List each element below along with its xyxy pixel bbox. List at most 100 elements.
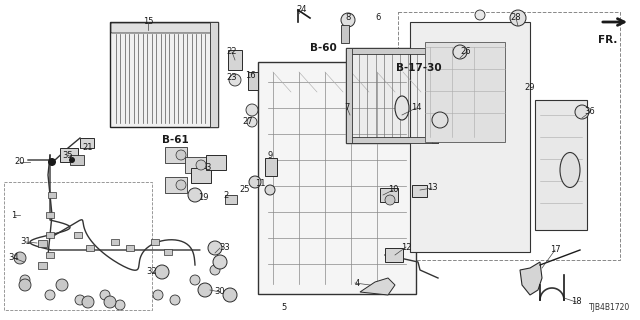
Text: 32: 32 [147, 268, 157, 276]
Circle shape [510, 10, 526, 26]
Circle shape [223, 288, 237, 302]
Bar [258, 62, 416, 294]
Circle shape [82, 296, 94, 308]
Circle shape [188, 188, 202, 202]
Bar [346, 48, 352, 143]
Bar [86, 245, 94, 251]
Text: 22: 22 [227, 47, 237, 57]
Text: 5: 5 [282, 303, 287, 313]
Text: 17: 17 [550, 245, 560, 254]
Bar [425, 42, 505, 142]
Circle shape [208, 241, 222, 255]
Bar [535, 100, 587, 230]
Text: 1: 1 [12, 211, 17, 220]
Circle shape [14, 252, 26, 264]
Bar [346, 48, 438, 143]
Text: 35: 35 [63, 150, 74, 159]
Text: 7: 7 [344, 103, 349, 113]
Bar [185, 157, 207, 173]
Bar [341, 25, 349, 43]
Circle shape [48, 158, 56, 166]
Circle shape [69, 157, 75, 163]
Text: FR.: FR. [598, 35, 618, 45]
Circle shape [196, 160, 206, 170]
Circle shape [432, 112, 448, 128]
Bar [206, 155, 226, 170]
Text: 28: 28 [511, 13, 522, 22]
Bar [225, 195, 237, 204]
Bar [346, 48, 438, 54]
Bar [432, 48, 438, 143]
Text: 23: 23 [227, 74, 237, 83]
Circle shape [246, 104, 258, 116]
Text: 24: 24 [297, 5, 307, 14]
Circle shape [475, 10, 485, 20]
Bar [46, 252, 54, 258]
Text: TJB4B1720: TJB4B1720 [589, 303, 630, 312]
Text: B-60: B-60 [310, 43, 337, 53]
Text: 33: 33 [220, 244, 230, 252]
Text: 13: 13 [427, 183, 437, 193]
Circle shape [190, 275, 200, 285]
Text: 19: 19 [198, 194, 208, 203]
Text: 30: 30 [214, 287, 225, 297]
Text: 25: 25 [240, 186, 250, 195]
Text: 21: 21 [83, 143, 93, 153]
Ellipse shape [560, 153, 580, 188]
Circle shape [153, 290, 163, 300]
Circle shape [45, 290, 55, 300]
Bar [191, 168, 211, 183]
Text: 11: 11 [255, 179, 265, 188]
Text: 4: 4 [355, 278, 360, 287]
Bar [4, 182, 152, 310]
FancyBboxPatch shape [111, 23, 217, 33]
Circle shape [213, 255, 227, 269]
Bar [228, 50, 242, 70]
Bar [46, 232, 54, 238]
Circle shape [20, 275, 30, 285]
Text: 8: 8 [346, 13, 351, 22]
Bar [380, 188, 398, 202]
Bar [164, 249, 172, 255]
Circle shape [249, 176, 261, 188]
Bar [412, 185, 427, 197]
Circle shape [104, 296, 116, 308]
Text: 12: 12 [401, 243, 412, 252]
Text: 6: 6 [375, 13, 381, 22]
Circle shape [115, 300, 125, 310]
Bar [265, 158, 277, 176]
Bar [38, 262, 47, 269]
Bar [80, 138, 94, 148]
Bar [165, 147, 187, 163]
Circle shape [247, 117, 257, 127]
Ellipse shape [395, 96, 409, 120]
Bar [70, 155, 84, 165]
Circle shape [155, 265, 169, 279]
Text: 27: 27 [243, 117, 253, 126]
Bar [398, 12, 620, 260]
Bar [165, 177, 187, 193]
Bar [385, 248, 403, 262]
Bar [248, 72, 258, 90]
Text: B-61: B-61 [162, 135, 188, 145]
Circle shape [176, 150, 186, 160]
Bar [210, 22, 218, 127]
Circle shape [100, 290, 110, 300]
Circle shape [198, 283, 212, 297]
Text: 9: 9 [268, 150, 273, 159]
Circle shape [453, 45, 467, 59]
Text: 20: 20 [15, 157, 25, 166]
Text: 15: 15 [143, 18, 153, 27]
Bar [410, 22, 530, 252]
Text: 10: 10 [388, 186, 398, 195]
Text: 36: 36 [584, 108, 595, 116]
Text: 16: 16 [244, 70, 255, 79]
Text: 34: 34 [9, 253, 19, 262]
Bar [74, 232, 82, 238]
Polygon shape [520, 262, 542, 295]
Text: B-17-30: B-17-30 [396, 63, 442, 73]
Circle shape [170, 295, 180, 305]
Polygon shape [360, 278, 395, 295]
Circle shape [75, 295, 85, 305]
Bar [126, 245, 134, 251]
